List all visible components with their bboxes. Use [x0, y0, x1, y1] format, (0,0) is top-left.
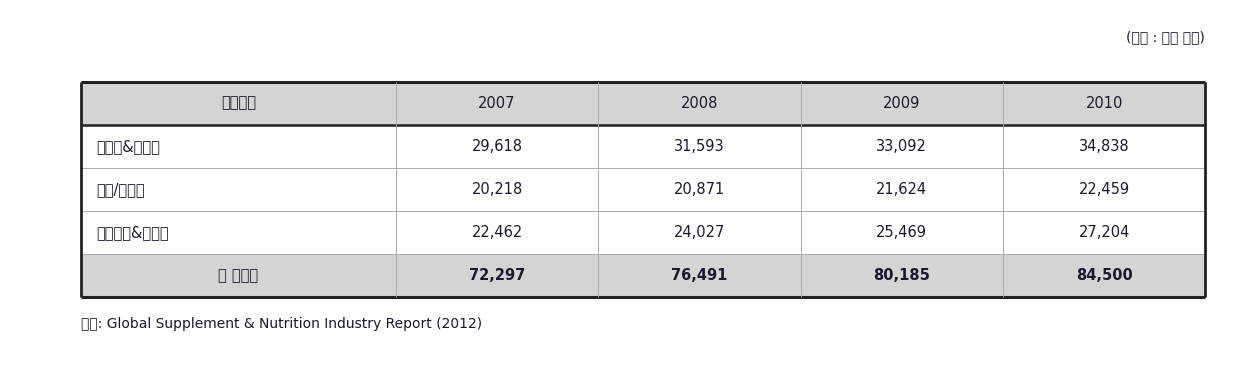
Bar: [598, 211, 801, 254]
Text: 2008: 2008: [681, 96, 718, 111]
Text: 2009: 2009: [883, 96, 921, 111]
Text: 총 판매액: 총 판매액: [219, 268, 259, 283]
Text: 20,218: 20,218: [471, 182, 523, 197]
Text: 34,838: 34,838: [1079, 139, 1129, 154]
Text: 25,469: 25,469: [877, 225, 927, 240]
Bar: [81, 125, 396, 168]
Text: 76,491: 76,491: [671, 268, 728, 283]
Bar: [598, 168, 801, 211]
Text: 20,871: 20,871: [673, 182, 726, 197]
Bar: [801, 211, 1003, 254]
Bar: [801, 125, 1003, 168]
Bar: [598, 82, 801, 125]
Text: 80,185: 80,185: [873, 268, 931, 283]
Bar: [801, 82, 1003, 125]
Bar: [801, 168, 1003, 211]
Bar: [1003, 211, 1205, 254]
Text: 29,618: 29,618: [472, 139, 522, 154]
Bar: [81, 82, 396, 125]
Bar: [81, 254, 396, 297]
Text: 22,462: 22,462: [471, 225, 523, 240]
Text: 33,092: 33,092: [877, 139, 927, 154]
Text: 허브/식물류: 허브/식물류: [96, 182, 145, 197]
Bar: [801, 254, 1003, 297]
Text: 21,624: 21,624: [877, 182, 927, 197]
Bar: [1003, 82, 1205, 125]
Bar: [396, 254, 598, 297]
Text: 27,204: 27,204: [1078, 225, 1130, 240]
Text: 22,459: 22,459: [1079, 182, 1129, 197]
Bar: [1003, 168, 1205, 211]
Bar: [1003, 125, 1205, 168]
Text: 자료: Global Supplement & Nutrition Industry Report (2012): 자료: Global Supplement & Nutrition Indust…: [81, 317, 482, 331]
Text: 84,500: 84,500: [1075, 268, 1133, 283]
Bar: [396, 211, 598, 254]
Text: 비타민&무기질: 비타민&무기질: [96, 139, 160, 154]
Text: 제품유형: 제품유형: [221, 96, 256, 111]
Text: 72,297: 72,297: [468, 268, 526, 283]
Bar: [396, 125, 598, 168]
Bar: [598, 254, 801, 297]
Text: 31,593: 31,593: [674, 139, 724, 154]
Bar: [81, 211, 396, 254]
Bar: [396, 168, 598, 211]
Bar: [396, 82, 598, 125]
Text: 2007: 2007: [478, 96, 516, 111]
Text: 스포츠류&특수식: 스포츠류&특수식: [96, 225, 169, 240]
Bar: [598, 125, 801, 168]
Text: (단위 : 백만 달러): (단위 : 백만 달러): [1127, 30, 1205, 44]
Text: 2010: 2010: [1085, 96, 1123, 111]
Bar: [81, 168, 396, 211]
Bar: [1003, 254, 1205, 297]
Text: 24,027: 24,027: [673, 225, 726, 240]
